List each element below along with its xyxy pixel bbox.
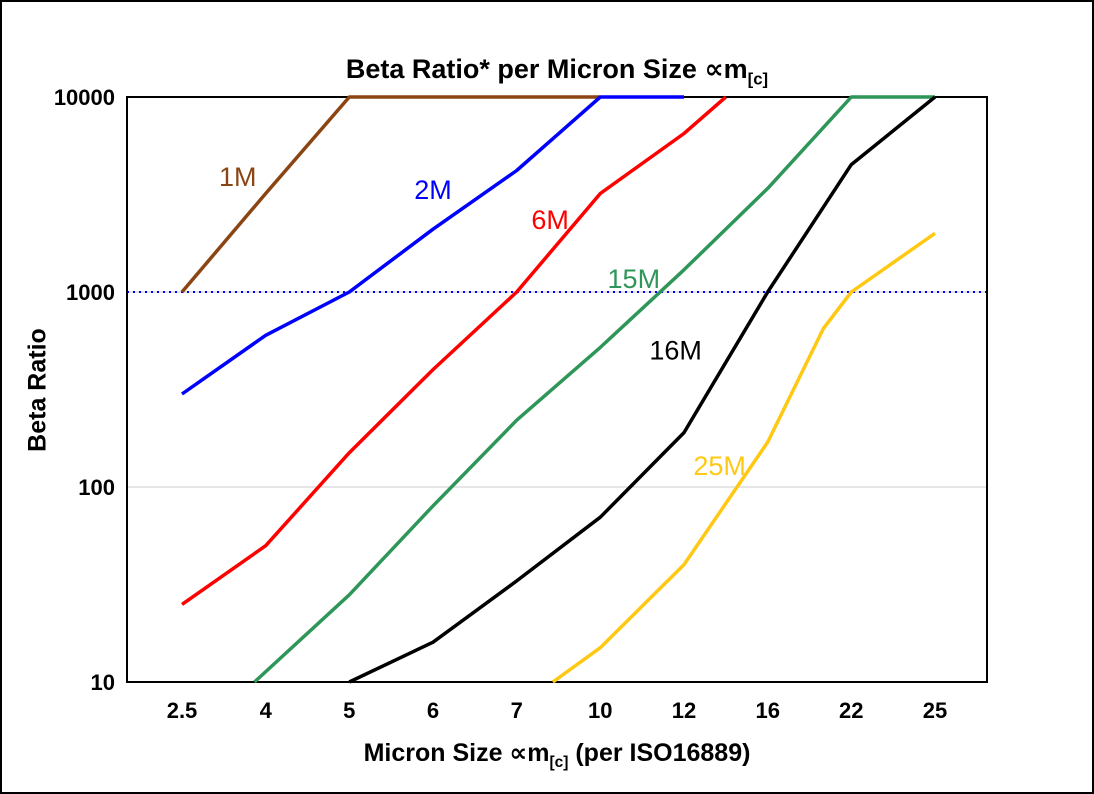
x-tick-label-7: 7 xyxy=(511,698,523,723)
x-tick-label-2.5: 2.5 xyxy=(167,698,198,723)
x-axis-title-subscript: [c] xyxy=(549,754,569,771)
series-label-25M: 25M xyxy=(693,451,746,481)
series-line-2M xyxy=(180,95,684,396)
series-label-1M: 1M xyxy=(219,162,257,192)
x-axis-title: Micron Size ∝m[c] (per ISO16889) xyxy=(127,738,987,772)
series-line-15M xyxy=(253,95,935,684)
x-tick-label-25: 25 xyxy=(923,698,947,723)
chart-title: Beta Ratio* per Micron Size ∝m[c] xyxy=(127,54,987,89)
x-tick-label-5: 5 xyxy=(343,698,355,723)
series-label-6M: 6M xyxy=(531,205,569,235)
series-line-25M xyxy=(551,231,937,684)
chart-title-main: Beta Ratio* per Micron Size ∝m xyxy=(345,54,748,84)
x-tick-label-4: 4 xyxy=(260,698,273,723)
x-tick-label-16: 16 xyxy=(755,698,779,723)
x-axis-title-post: (per ISO16889) xyxy=(568,739,751,767)
chart-title-subscript: [c] xyxy=(747,69,769,89)
y-tick-label-10: 10 xyxy=(91,670,115,695)
x-tick-label-12: 12 xyxy=(672,698,696,723)
series-line-1M xyxy=(180,95,601,294)
x-axis-title-pre: Micron Size ∝m xyxy=(363,739,550,767)
series-label-15M: 15M xyxy=(608,264,661,294)
x-tick-label-10: 10 xyxy=(588,698,612,723)
y-tick-label-100: 100 xyxy=(78,475,115,500)
series-label-2M: 2M xyxy=(414,175,452,205)
series-line-16M xyxy=(348,95,937,684)
series-label-16M: 16M xyxy=(649,336,702,366)
x-tick-label-6: 6 xyxy=(427,698,439,723)
series-line-6M xyxy=(180,95,727,606)
y-tick-label-10000: 10000 xyxy=(54,85,115,110)
y-tick-label-1000: 1000 xyxy=(66,280,115,305)
x-tick-label-22: 22 xyxy=(839,698,863,723)
